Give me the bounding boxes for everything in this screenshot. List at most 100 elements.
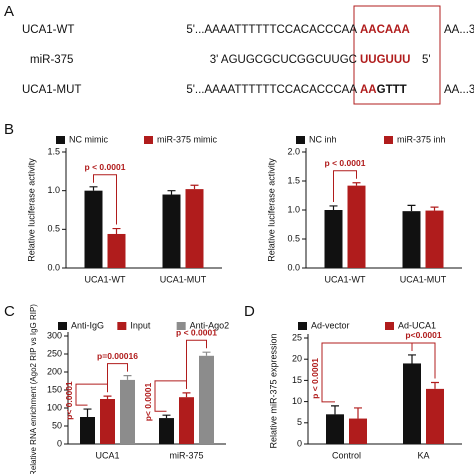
seq-left: 5'...AAAATTTTTTCCACACCCAA (186, 24, 357, 36)
legend-swatch (58, 322, 67, 330)
seq-left: 5'...AAAATTTTTTCCACACCCAA (186, 84, 357, 96)
legend-label: miR-375 mimic (157, 134, 218, 144)
seq-left: 3' AGUGCGCUCGGCUUGC (210, 54, 357, 66)
x-tick-label: UCA1-MUT (400, 274, 447, 284)
bar (159, 418, 174, 444)
bracket (93, 174, 117, 225)
legend-label: Anti-IgG (71, 320, 104, 330)
y-axis-label: Relative luciferase activity (26, 158, 36, 262)
error-bar (89, 186, 98, 191)
panel-label: C (4, 303, 15, 320)
legend-label: Anti-Ago2 (190, 320, 230, 330)
legend-swatch (176, 322, 186, 330)
y-tick-label: 15 (292, 375, 302, 385)
error-bar (162, 414, 171, 419)
annotation: p < 0.0001 (325, 158, 366, 168)
seq-right: AA...3' (444, 24, 474, 36)
y-tick-label: 50 (52, 420, 62, 430)
sequence-panel: UCA1-WT 5'...AAAATTTTTTCCACACCCAA AACAAA… (22, 5, 474, 105)
site-box (353, 5, 441, 105)
legend-swatch (56, 136, 65, 144)
bar (162, 194, 181, 268)
y-tick-label: 1.0 (287, 204, 300, 214)
seq-right: AA...3' (444, 84, 474, 96)
legend-label: Input (130, 320, 151, 330)
bar (80, 417, 95, 444)
y-tick-label: 0.0 (47, 262, 60, 272)
y-tick-label: 1.5 (287, 175, 300, 185)
bar (324, 210, 343, 268)
annotation: p<0.0001 (405, 330, 441, 340)
error-bar (167, 190, 176, 195)
y-tick-label: 0 (297, 438, 302, 448)
bar (185, 189, 204, 268)
seq-site: AAGTTT (360, 84, 407, 96)
seq-name: miR-375 (30, 54, 73, 66)
y-tick-label: 0.5 (47, 224, 60, 234)
bracket (321, 342, 413, 403)
y-tick-label: 0 (57, 438, 62, 448)
legend-swatch (385, 322, 394, 330)
bar (84, 190, 103, 268)
bracket (107, 363, 128, 393)
y-tick-label: 1.5 (47, 146, 60, 156)
legend-label: NC mimic (69, 134, 108, 144)
y-tick-label: 20 (292, 354, 302, 364)
x-tick-label: UCA1 (95, 450, 119, 460)
panel-label: D (244, 303, 255, 320)
x-tick-label: KA (417, 450, 429, 460)
error-bar (83, 408, 92, 417)
bar (347, 185, 366, 268)
y-tick-label: 200 (47, 366, 62, 376)
annotation: p < 0.0001 (310, 358, 320, 399)
panel-label: A (4, 3, 14, 20)
site-black: GTTT (377, 84, 407, 96)
bar (426, 388, 444, 444)
legend-swatch (384, 136, 393, 144)
error-bar (123, 375, 132, 380)
legend-label: miR-375 inh (397, 134, 446, 144)
y-tick-label: 0.5 (287, 233, 300, 243)
bracket (411, 342, 436, 379)
error-bar (430, 206, 439, 211)
error-bar (354, 407, 362, 419)
error-bar (202, 351, 211, 356)
y-axis-label: Relative RNA enrichment (Ago2 RIP vs IgG… (29, 304, 38, 474)
annotation: p< 0.0001 (143, 383, 153, 422)
y-tick-label: 0.0 (287, 262, 300, 272)
x-tick-label: miR-375 (169, 450, 203, 460)
y-tick-label: 150 (47, 384, 62, 394)
y-axis-label: Relative luciferase activity (266, 158, 276, 262)
legend-label: Ad-UCA1 (398, 320, 436, 330)
error-bar (190, 184, 199, 190)
error-bar (431, 381, 439, 389)
error-bar (103, 395, 112, 399)
error-bar (408, 354, 416, 364)
x-tick-label: UCA1-MUT (160, 274, 207, 284)
seq-site: AACAAA (360, 24, 410, 36)
x-tick-label: Control (332, 450, 361, 460)
legend-swatch (298, 322, 307, 330)
error-bar (352, 182, 361, 186)
error-bar (331, 405, 339, 415)
legend-label: NC inh (309, 134, 337, 144)
bar (179, 397, 194, 444)
legend-swatch (296, 136, 305, 144)
error-bar (182, 392, 191, 398)
annotation: p< 0.0001 (64, 381, 74, 420)
bar (326, 414, 344, 444)
bar (403, 363, 421, 444)
bar (120, 379, 135, 444)
y-tick-label: 5 (297, 417, 302, 427)
legend-swatch (117, 322, 127, 330)
bar (402, 211, 421, 268)
annotation: p < 0.0001 (176, 327, 217, 337)
site-red: UUGUUU (360, 54, 410, 66)
y-tick-label: 300 (47, 330, 62, 340)
x-tick-label: UCA1-WT (85, 274, 126, 284)
y-tick-label: 1.0 (47, 185, 60, 195)
y-tick-label: 25 (292, 332, 302, 342)
legend-label: Ad-vector (311, 320, 350, 330)
y-tick-label: 10 (292, 396, 302, 406)
